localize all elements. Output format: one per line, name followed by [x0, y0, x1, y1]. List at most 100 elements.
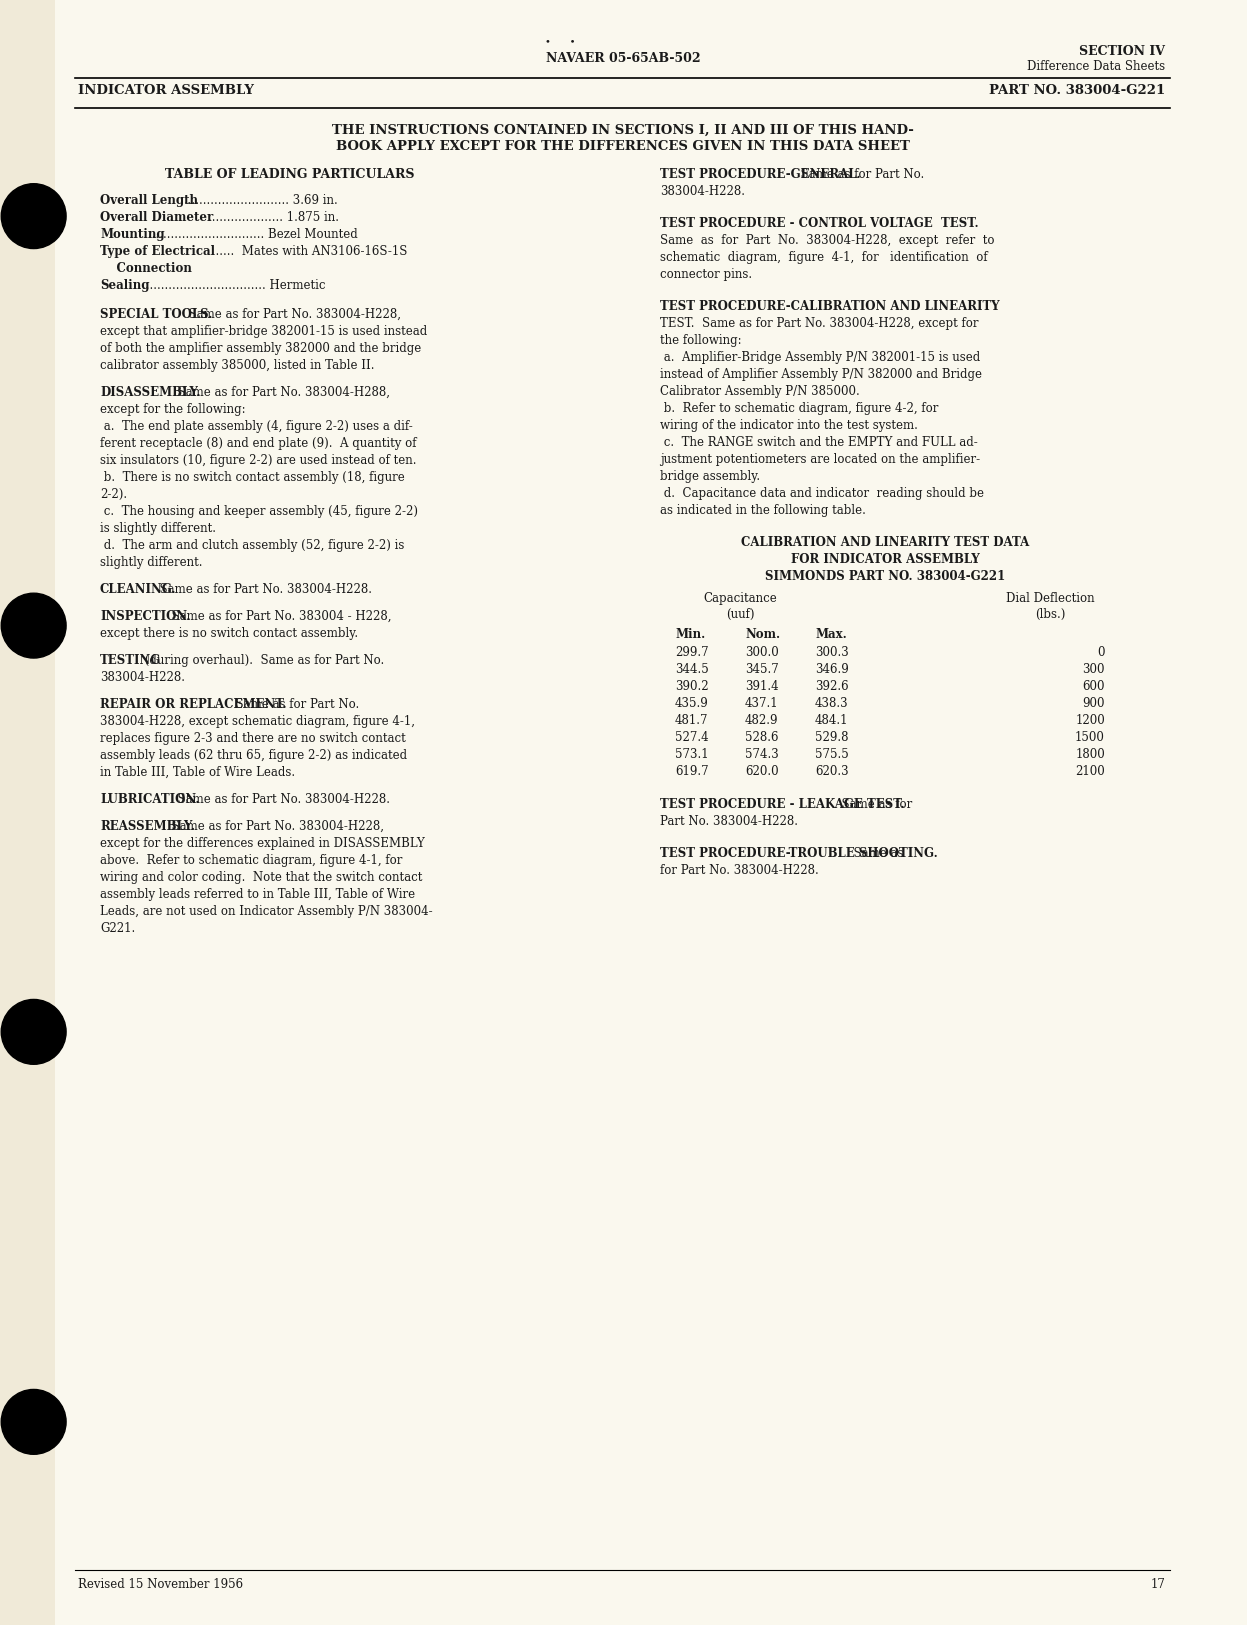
Text: 300.3: 300.3: [816, 647, 849, 660]
Text: 481.7: 481.7: [675, 713, 708, 726]
Text: 390.2: 390.2: [675, 679, 708, 692]
Text: 383004-H228, except schematic diagram, figure 4-1,: 383004-H228, except schematic diagram, f…: [100, 715, 415, 728]
Text: TEST PROCEDURE-GENERAL.: TEST PROCEDURE-GENERAL.: [660, 167, 860, 180]
Text: except for the following:: except for the following:: [100, 403, 246, 416]
Text: 383004-H228.: 383004-H228.: [100, 671, 185, 684]
Text: 392.6: 392.6: [816, 679, 849, 692]
Text: G221.: G221.: [100, 921, 135, 934]
Text: ............................... Bezel Mounted: ............................... Bezel Mo…: [148, 228, 358, 240]
Text: 573.1: 573.1: [675, 748, 708, 760]
Text: ............................ 3.69 in.: ............................ 3.69 in.: [185, 193, 338, 206]
Text: 1800: 1800: [1075, 748, 1105, 760]
Text: 2-2).: 2-2).: [100, 488, 127, 500]
Text: 345.7: 345.7: [744, 663, 778, 676]
Text: bridge assembly.: bridge assembly.: [660, 470, 761, 483]
Text: the following:: the following:: [660, 335, 742, 348]
Text: Difference Data Sheets: Difference Data Sheets: [1026, 60, 1165, 73]
Text: Overall Length: Overall Length: [100, 193, 198, 206]
Text: REPAIR OR REPLACEMENT.: REPAIR OR REPLACEMENT.: [100, 699, 287, 712]
Text: SIMMONDS PART NO. 383004-G221: SIMMONDS PART NO. 383004-G221: [764, 570, 1005, 583]
Text: TESTING: TESTING: [100, 653, 161, 666]
Text: TEST PROCEDURE-CALIBRATION AND LINEARITY: TEST PROCEDURE-CALIBRATION AND LINEARITY: [660, 301, 1000, 314]
Text: NAVAER 05-65AB-502: NAVAER 05-65AB-502: [546, 52, 701, 65]
Text: DISASSEMBLY.: DISASSEMBLY.: [100, 387, 201, 400]
Text: .....  Mates with AN3106-16S-1S: ..... Mates with AN3106-16S-1S: [208, 245, 408, 258]
Text: wiring and color coding.  Note that the switch contact: wiring and color coding. Note that the s…: [100, 871, 423, 884]
Text: Capacitance: Capacitance: [703, 592, 777, 604]
Text: Same as for Part No.: Same as for Part No.: [228, 699, 359, 712]
Text: 438.3: 438.3: [816, 697, 849, 710]
Text: (uuf): (uuf): [726, 608, 754, 621]
Text: BOOK APPLY EXCEPT FOR THE DIFFERENCES GIVEN IN THIS DATA SHEET: BOOK APPLY EXCEPT FOR THE DIFFERENCES GI…: [335, 140, 910, 153]
Text: 620.3: 620.3: [816, 765, 849, 778]
Circle shape: [1, 593, 66, 658]
Text: 620.0: 620.0: [744, 765, 778, 778]
Text: six insulators (10, figure 2-2) are used instead of ten.: six insulators (10, figure 2-2) are used…: [100, 453, 416, 466]
Text: 900: 900: [1082, 697, 1105, 710]
Text: in Table III, Table of Wire Leads.: in Table III, Table of Wire Leads.: [100, 765, 296, 778]
Text: 600: 600: [1082, 679, 1105, 692]
Text: Overall Diameter: Overall Diameter: [100, 211, 222, 224]
Text: d.  The arm and clutch assembly (52, figure 2-2) is: d. The arm and clutch assembly (52, figu…: [100, 540, 404, 552]
Text: except that amplifier-bridge 382001-15 is used instead: except that amplifier-bridge 382001-15 i…: [100, 325, 428, 338]
Text: as indicated in the following table.: as indicated in the following table.: [660, 504, 865, 517]
Text: above.  Refer to schematic diagram, figure 4-1, for: above. Refer to schematic diagram, figur…: [100, 855, 403, 868]
Text: TEST.  Same as for Part No. 383004-H228, except for: TEST. Same as for Part No. 383004-H228, …: [660, 317, 979, 330]
Text: Type of Electrical: Type of Electrical: [100, 245, 214, 258]
Text: 437.1: 437.1: [744, 697, 778, 710]
Text: Same as for Part No. 383004-H288,: Same as for Part No. 383004-H288,: [170, 387, 389, 400]
Text: Max.: Max.: [816, 627, 847, 640]
Text: Same as for Part No. 383004-H228.: Same as for Part No. 383004-H228.: [152, 583, 372, 596]
Text: THE INSTRUCTIONS CONTAINED IN SECTIONS I, II AND III OF THIS HAND-: THE INSTRUCTIONS CONTAINED IN SECTIONS I…: [332, 124, 914, 136]
Text: assembly leads (62 thru 65, figure 2-2) as indicated: assembly leads (62 thru 65, figure 2-2) …: [100, 749, 407, 762]
Circle shape: [1, 1389, 66, 1454]
Text: ................................. Hermetic: ................................. Hermet…: [142, 280, 325, 292]
Text: c.  The housing and keeper assembly (45, figure 2-2): c. The housing and keeper assembly (45, …: [100, 505, 418, 518]
Text: CALIBRATION AND LINEARITY TEST DATA: CALIBRATION AND LINEARITY TEST DATA: [741, 536, 1029, 549]
Text: Same as for Part No.: Same as for Part No.: [793, 167, 924, 180]
Text: 346.9: 346.9: [816, 663, 849, 676]
Text: FOR INDICATOR ASSEMBLY: FOR INDICATOR ASSEMBLY: [791, 552, 979, 565]
Text: a.  The end plate assembly (4, figure 2-2) uses a dif-: a. The end plate assembly (4, figure 2-2…: [100, 419, 413, 432]
Text: Same as for Part No. 383004 - H228,: Same as for Part No. 383004 - H228,: [163, 609, 392, 622]
Text: Same as for Part No. 383004-H228,: Same as for Part No. 383004-H228,: [163, 821, 384, 834]
Text: LUBRICATION.: LUBRICATION.: [100, 793, 200, 806]
Text: TEST PROCEDURE - LEAKAGE TEST.: TEST PROCEDURE - LEAKAGE TEST.: [660, 798, 904, 811]
Text: instead of Amplifier Assembly P/N 382000 and Bridge: instead of Amplifier Assembly P/N 382000…: [660, 367, 981, 380]
Text: 575.5: 575.5: [816, 748, 849, 760]
Text: Part No. 383004-H228.: Part No. 383004-H228.: [660, 816, 798, 829]
Text: except for the differences explained in DISASSEMBLY: except for the differences explained in …: [100, 837, 425, 850]
Text: Sealing: Sealing: [100, 280, 150, 292]
Text: a.  Amplifier-Bridge Assembly P/N 382001-15 is used: a. Amplifier-Bridge Assembly P/N 382001-…: [660, 351, 980, 364]
Text: REASSEMBLY.: REASSEMBLY.: [100, 821, 195, 834]
Text: 574.3: 574.3: [744, 748, 778, 760]
Text: 529.8: 529.8: [816, 731, 848, 744]
Text: b.  There is no switch contact assembly (18, figure: b. There is no switch contact assembly (…: [100, 471, 405, 484]
Text: slightly different.: slightly different.: [100, 556, 202, 569]
Text: INSPECTION.: INSPECTION.: [100, 609, 191, 622]
Text: 435.9: 435.9: [675, 697, 708, 710]
Text: Calibrator Assembly P/N 385000.: Calibrator Assembly P/N 385000.: [660, 385, 859, 398]
Text: replaces figure 2-3 and there are no switch contact: replaces figure 2-3 and there are no swi…: [100, 731, 405, 744]
Text: schematic  diagram,  figure  4-1,  for   identification  of: schematic diagram, figure 4-1, for ident…: [660, 250, 988, 263]
Text: Mounting: Mounting: [100, 228, 165, 240]
Text: CLEANING.: CLEANING.: [100, 583, 177, 596]
Text: Connection: Connection: [100, 262, 192, 275]
Text: 619.7: 619.7: [675, 765, 708, 778]
Text: Same as: Same as: [845, 847, 903, 860]
Text: for Part No. 383004-H228.: for Part No. 383004-H228.: [660, 864, 819, 878]
Text: 299.7: 299.7: [675, 647, 708, 660]
Text: 391.4: 391.4: [744, 679, 778, 692]
Text: Same as for: Same as for: [834, 798, 913, 811]
Text: 1500: 1500: [1075, 731, 1105, 744]
Text: Revised 15 November 1956: Revised 15 November 1956: [79, 1578, 243, 1591]
Text: SECTION IV: SECTION IV: [1079, 46, 1165, 58]
Bar: [0, 0, 55, 1625]
Text: 300: 300: [1082, 663, 1105, 676]
Text: is slightly different.: is slightly different.: [100, 522, 216, 535]
Text: Same as for Part No. 383004-H228.: Same as for Part No. 383004-H228.: [170, 793, 389, 806]
Text: justment potentiometers are located on the amplifier-: justment potentiometers are located on t…: [660, 453, 980, 466]
Text: 0: 0: [1097, 647, 1105, 660]
Text: Leads, are not used on Indicator Assembly P/N 383004-: Leads, are not used on Indicator Assembl…: [100, 905, 433, 918]
Text: 1200: 1200: [1075, 713, 1105, 726]
